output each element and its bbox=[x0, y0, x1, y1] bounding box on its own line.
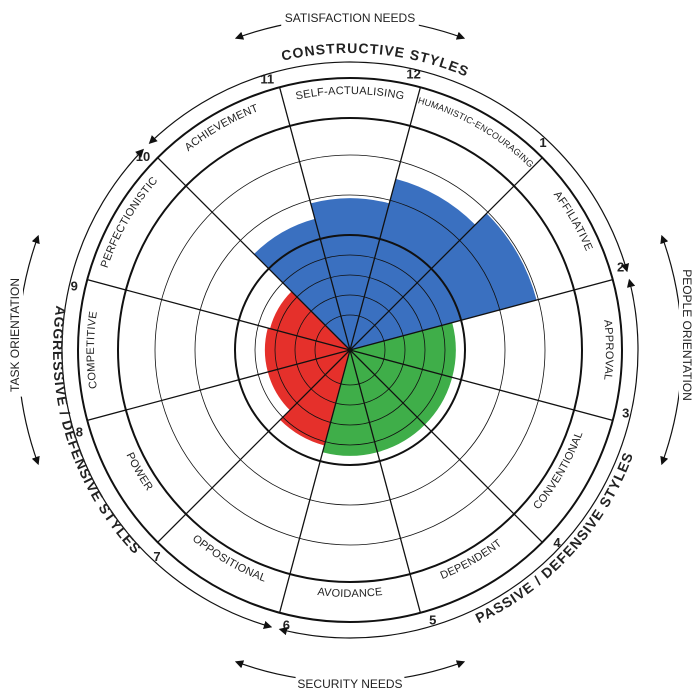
segment-number-2: 2 bbox=[617, 259, 624, 274]
constructive-styles-title: CONSTRUCTIVE STYLES bbox=[280, 40, 472, 80]
segment-number-1: 1 bbox=[539, 135, 546, 150]
passive-bracket bbox=[278, 278, 639, 639]
segment-number-10: 10 bbox=[136, 149, 150, 164]
security-needs-label: SECURITY NEEDS bbox=[297, 677, 402, 691]
constructive-bracket bbox=[148, 61, 630, 273]
segment-label-perfectionistic: PERFECTIONISTIC bbox=[99, 175, 161, 270]
satisfaction-needs-label: SATISFACTION NEEDS bbox=[285, 11, 415, 25]
segment-label-affiliative: AFFILIATIVE bbox=[551, 189, 595, 253]
grid-lines bbox=[77, 77, 623, 623]
segment-label-self-actualising: SELF-ACTUALISING bbox=[295, 85, 406, 103]
segment-label-humanistic-encouraging: HUMANISTIC-ENCOURAGING bbox=[417, 95, 536, 169]
spoke-8 bbox=[157, 349, 351, 543]
segment-number-9: 9 bbox=[71, 278, 78, 293]
aggressive-bracket bbox=[61, 148, 273, 630]
segment-label-competitive: COMPETITIVE bbox=[85, 310, 100, 389]
segment-label-approval: APPROVAL bbox=[601, 319, 615, 381]
segment-number-8: 8 bbox=[76, 425, 83, 440]
segment-number-3: 3 bbox=[622, 406, 629, 421]
people-orientation-arc bbox=[660, 234, 683, 466]
task-orientation-label: TASK ORIENTATION bbox=[8, 278, 22, 392]
segment-label-power: POWER bbox=[124, 451, 155, 494]
people-orientation-label: PEOPLE ORIENTATION bbox=[680, 269, 694, 401]
score-fills bbox=[254, 178, 537, 456]
aggressive-styles-title: AGGRESSIVE / DEFENSIVE STYLES bbox=[50, 305, 145, 557]
segment-label-avoidance: AVOIDANCE bbox=[317, 586, 383, 600]
